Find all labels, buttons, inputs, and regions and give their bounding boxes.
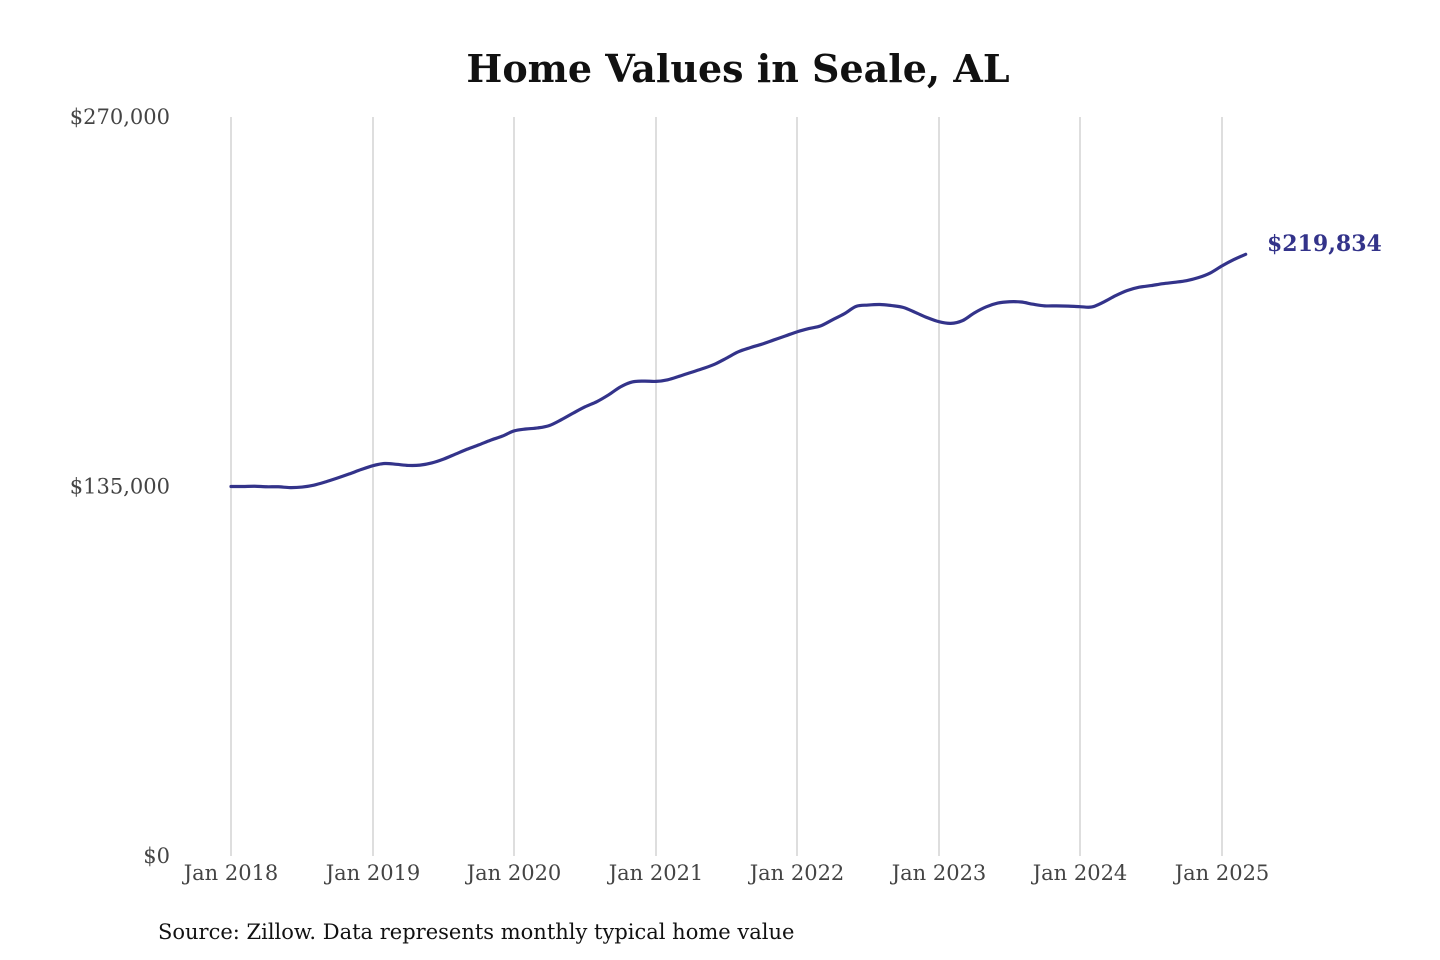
y-tick-label: $0	[143, 844, 170, 868]
chart-title: Home Values in Seale, AL	[466, 46, 1009, 91]
x-tick-label: Jan 2021	[607, 861, 704, 885]
series: 2018-01: 1350002018-02: 1350002018-03: 1…	[229, 252, 1248, 490]
x-tick-label: Jan 2024	[1031, 861, 1128, 885]
grid	[230, 117, 1223, 856]
y-tick-label: $135,000	[70, 475, 170, 499]
x-tick-label: Jan 2025	[1173, 861, 1270, 885]
source-note: Source: Zillow. Data represents monthly …	[158, 920, 794, 944]
x-axis: Jan 2018 Jan 2019 Jan 2020 Jan 2021 Jan 2022…	[182, 861, 1270, 885]
y-tick-label: $270,000	[70, 105, 170, 129]
x-tick-label: Jan 2022	[748, 861, 845, 885]
x-tick-label: Jan 2020	[465, 861, 562, 885]
y-axis: $0 $135,000 $270,000	[70, 105, 170, 868]
end-value-label: $219,834	[1267, 231, 1382, 257]
x-tick-label: Jan 2018	[182, 861, 279, 885]
series-line-home-value	[229, 252, 1248, 490]
x-tick-label: Jan 2023	[890, 861, 987, 885]
x-tick-label: Jan 2019	[324, 861, 421, 885]
